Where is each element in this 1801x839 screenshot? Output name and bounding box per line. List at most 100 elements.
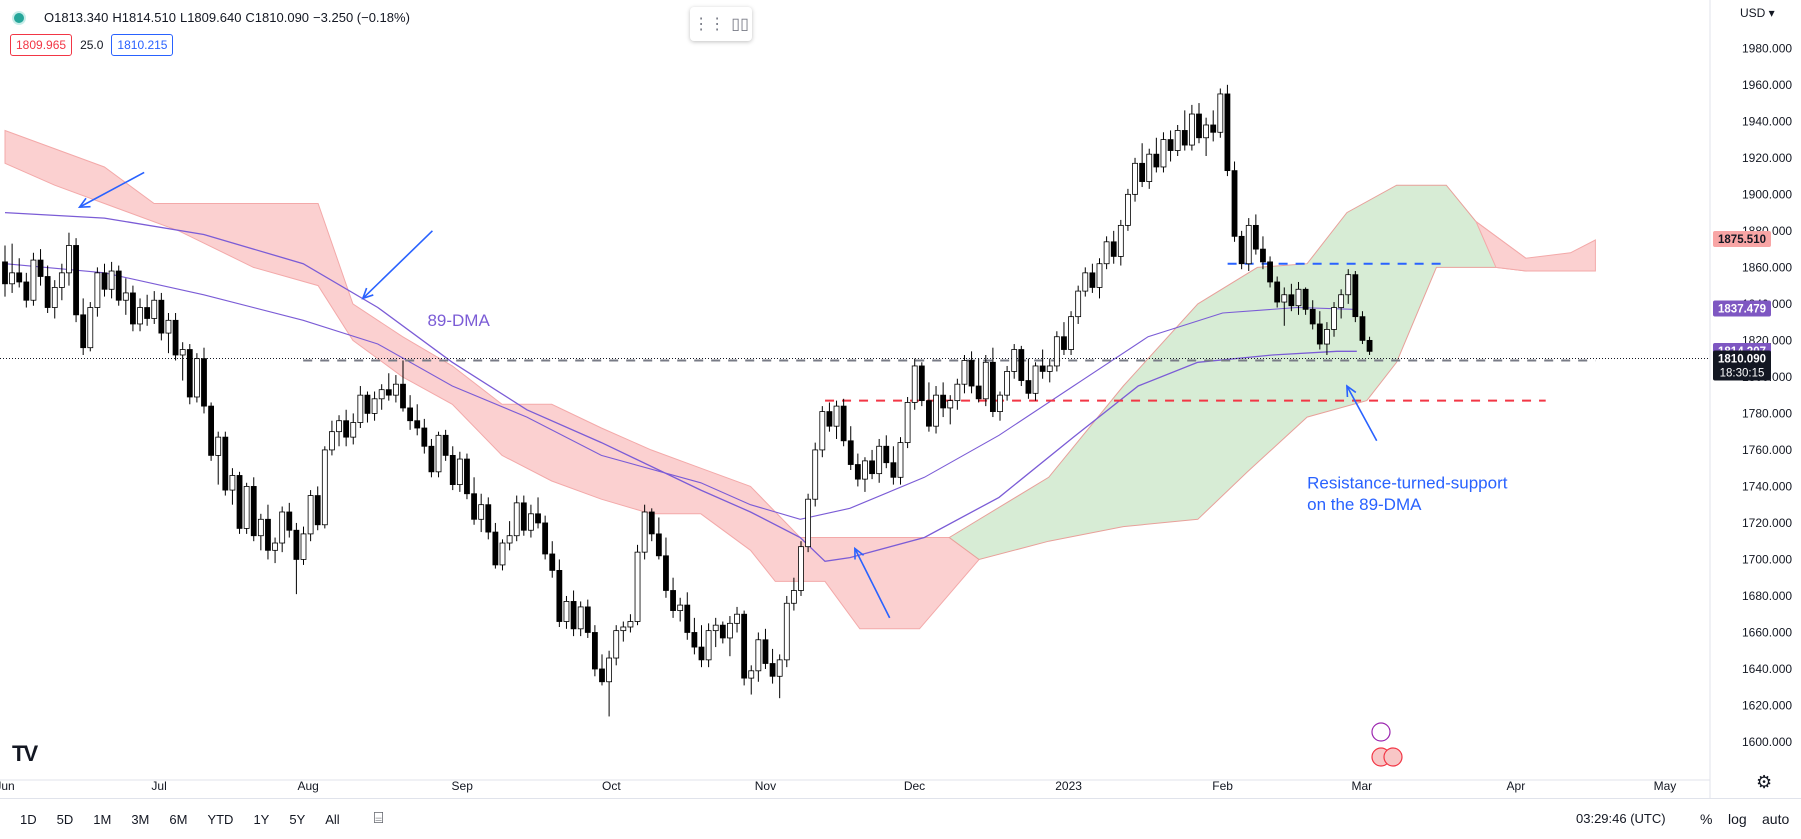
candle-body <box>968 360 975 387</box>
candle-body <box>606 657 613 683</box>
timeframe-1d[interactable]: 1D <box>20 811 37 827</box>
candle-body <box>371 398 378 414</box>
currency-label[interactable]: USD <box>1740 6 1766 20</box>
calendar-range-icon[interactable]: ⌸ <box>373 810 384 827</box>
candle-body <box>918 365 925 402</box>
candle-body <box>933 394 939 427</box>
candle-body <box>1217 93 1224 133</box>
bearish-cloud-future <box>1474 220 1596 272</box>
candle-body <box>847 440 854 465</box>
candle-body <box>982 361 989 400</box>
log-toggle[interactable]: log <box>1728 811 1747 827</box>
y-tick-label: 1700.000 <box>1742 552 1792 566</box>
x-tick-label: Nov <box>755 779 776 793</box>
annotation-arrow <box>1346 385 1378 442</box>
candle-body <box>1025 380 1032 394</box>
candle-body <box>1324 329 1330 345</box>
candle-body <box>904 402 911 444</box>
candle-body <box>44 276 51 308</box>
candle-body <box>1117 224 1124 257</box>
y-tick-label: 1620.000 <box>1742 698 1792 712</box>
floating-toolbar[interactable]: ⋮⋮ ▯▯ <box>690 7 752 41</box>
candle-body <box>869 460 875 475</box>
candle-body <box>265 518 271 551</box>
candle-body <box>1053 336 1060 367</box>
y-tick-label: 1900.000 <box>1742 187 1792 201</box>
candle-body <box>1295 288 1302 307</box>
auto-toggle[interactable]: auto <box>1762 811 1790 827</box>
candle-body <box>30 259 37 301</box>
symbol-status-icon <box>12 10 26 25</box>
candle-body <box>854 464 861 480</box>
tradingview-logo: TV <box>12 741 38 766</box>
timeframe-6m[interactable]: 6M <box>169 811 188 827</box>
candle-body <box>350 422 357 438</box>
sell-price-button[interactable]: 1809.965 <box>10 34 73 56</box>
candle-body <box>1110 241 1117 257</box>
candle-body <box>734 613 740 624</box>
currency-selector[interactable]: USD ▾ <box>1740 6 1775 20</box>
timeframe-1m[interactable]: 1M <box>93 811 112 827</box>
candle-body <box>1338 294 1345 308</box>
ohlc-legend: O1813.340 H1814.510 L1809.640 C1810.090 … <box>12 10 410 25</box>
candle-body <box>1359 316 1366 341</box>
candle-body <box>80 314 87 349</box>
candle-body <box>421 427 428 447</box>
timeframe-5y[interactable]: 5Y <box>289 811 306 827</box>
candle-body <box>1302 288 1309 310</box>
candle-body <box>1231 170 1238 237</box>
candle-body <box>819 411 826 451</box>
candle-body <box>833 405 840 427</box>
candle-body <box>506 535 513 544</box>
candle-body <box>1309 308 1316 325</box>
candle-body <box>719 624 726 639</box>
candle-body <box>94 272 101 308</box>
candle-body <box>776 659 783 677</box>
candle-body <box>442 434 449 456</box>
candle-body <box>741 613 748 679</box>
candle-body <box>1252 224 1259 250</box>
timeframe-1y[interactable]: 1Y <box>253 811 270 827</box>
layout-icon[interactable]: ▯▯ <box>731 16 749 33</box>
y-tick-label: 1740.000 <box>1742 479 1792 493</box>
candle-body <box>130 292 136 325</box>
candle-body <box>101 272 108 290</box>
buy-price-button[interactable]: 1810.215 <box>111 34 174 56</box>
timeframe-5d[interactable]: 5D <box>56 811 74 827</box>
candle-body <box>236 475 243 529</box>
candle-body <box>1160 139 1167 168</box>
candle-body <box>897 442 904 478</box>
candle-body <box>2 261 8 285</box>
candle-body <box>208 405 215 456</box>
candle-body <box>1260 248 1266 263</box>
gear-icon[interactable]: ⚙ <box>1756 772 1773 792</box>
timeframe-ytd[interactable]: YTD <box>207 811 234 827</box>
candle-body <box>591 632 598 670</box>
candle-body <box>250 486 257 537</box>
candle-body <box>947 400 954 409</box>
percent-toggle[interactable]: % <box>1700 811 1713 827</box>
candle-body <box>769 663 776 677</box>
candle-body <box>186 349 193 398</box>
candle-body <box>1288 294 1295 307</box>
annotation-arrow <box>79 171 145 208</box>
price-tag-label: 1875.510 <box>1718 234 1766 246</box>
candle-body <box>727 622 733 639</box>
spread-value: 25.0 <box>80 38 104 52</box>
grip-icon[interactable]: ⋮⋮ <box>693 16 726 33</box>
candle-body <box>620 626 627 632</box>
timeframe-3m[interactable]: 3M <box>131 811 150 827</box>
candle-body <box>23 281 30 301</box>
candle-body <box>1352 274 1359 318</box>
candle-body <box>300 533 307 560</box>
timeframe-all[interactable]: All <box>325 811 340 827</box>
candle-body <box>392 383 399 396</box>
candle-body <box>414 420 421 429</box>
candle-body <box>975 385 982 400</box>
high-value: H1814.510 <box>112 10 176 25</box>
candle-body <box>997 394 1003 412</box>
candle-body <box>613 630 620 659</box>
annotation-arrowhead <box>854 546 865 560</box>
